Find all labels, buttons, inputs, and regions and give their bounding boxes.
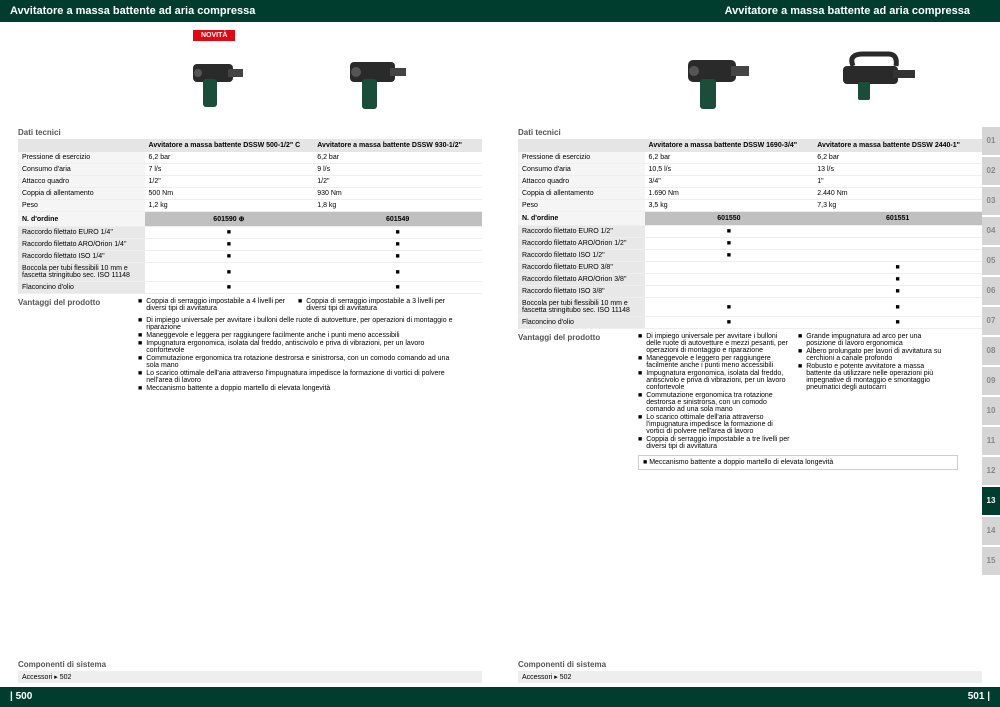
acc-label: Flaconcino d'olio <box>18 282 145 294</box>
spec-label: Coppia di allentamento <box>518 188 645 200</box>
footer-left: | 500 <box>0 687 500 707</box>
product-image-1 <box>178 44 258 114</box>
spec-value: 1,8 kg <box>313 200 482 212</box>
product-images-left <box>18 34 482 124</box>
bullet-item: ■Impugnatura ergonomica, isolata dal fre… <box>638 370 790 391</box>
vantaggi-label-right: Vantaggi del prodotto <box>518 333 638 451</box>
bullet-item: ■Robusto e potente avvitatore a massa ba… <box>798 363 950 391</box>
product-images-right <box>518 34 982 124</box>
tab-08[interactable]: 08 <box>982 337 1000 365</box>
spec-value: 1,2 kg <box>145 200 314 212</box>
spec-table-right: Avvitatore a massa battente DSSW 1690-3/… <box>518 139 982 329</box>
acc-label: Raccordo filettato EURO 1/4" <box>18 227 145 239</box>
acc-label: Raccordo filettato ISO 1/2" <box>518 250 645 262</box>
componenti-left: Componenti di sistema Accessori ▸ 502 <box>18 660 482 683</box>
spec-label: Attacco quadro <box>518 176 645 188</box>
acc-label: Flaconcino d'olio <box>518 317 645 329</box>
spec-value: 1/2" <box>145 176 314 188</box>
spec-label: Pressione di esercizio <box>518 152 645 164</box>
spec-value: 9 l/s <box>313 164 482 176</box>
bullet-item: ■Maneggevole e leggero per raggiungere f… <box>638 355 790 369</box>
spec-label: Consumo d'aria <box>518 164 645 176</box>
spec-value: 1" <box>813 176 982 188</box>
acc-label: Raccordo filettato ARO/Orion 3/8" <box>518 274 645 286</box>
tab-15[interactable]: 15 <box>982 547 1000 575</box>
bullet-item: ■Meccanismo battente a doppio martello d… <box>138 385 458 392</box>
tab-11[interactable]: 11 <box>982 427 1000 455</box>
bullet-item: ■Commutazione ergonomica tra rotazione d… <box>138 355 458 369</box>
spec-value: 2.440 Nm <box>813 188 982 200</box>
acc-label: Raccordo filettato EURO 1/2" <box>518 226 645 238</box>
tab-04[interactable]: 04 <box>982 217 1000 245</box>
product-image-4 <box>838 44 918 114</box>
spec-value: 6,2 bar <box>645 152 814 164</box>
tab-12[interactable]: 12 <box>982 457 1000 485</box>
spec-value: 500 Nm <box>145 188 314 200</box>
acc-label: Boccola per tubi flessibili 10 mm e fasc… <box>518 298 645 317</box>
spec-value: 6,2 bar <box>145 152 314 164</box>
accessori-link-left[interactable]: Accessori ▸ 502 <box>18 671 482 683</box>
tab-02[interactable]: 02 <box>982 157 1000 185</box>
mecc-box: ■ Meccanismo battente a doppio martello … <box>638 455 958 470</box>
section-tabs: 010203040506070809101112131415 <box>982 127 1000 577</box>
spec-value: 1/2" <box>313 176 482 188</box>
tab-14[interactable]: 14 <box>982 517 1000 545</box>
spec-value: 6,2 bar <box>813 152 982 164</box>
page-left: Avvitatore a massa battente ad aria comp… <box>0 0 500 707</box>
spec-value: 930 Nm <box>313 188 482 200</box>
spec-label: Attacco quadro <box>18 176 145 188</box>
acc-label: Raccordo filettato ARO/Orion 1/2" <box>518 238 645 250</box>
bullet-item: ■Lo scarico ottimale dell'aria attravers… <box>138 370 458 384</box>
tab-10[interactable]: 10 <box>982 397 1000 425</box>
spec-value: 13 l/s <box>813 164 982 176</box>
vantaggi-label-left: Vantaggi del prodotto <box>18 298 138 313</box>
tab-01[interactable]: 01 <box>982 127 1000 155</box>
bullet-item: ■Grande impugnatura ad arco per una posi… <box>798 333 950 347</box>
header-left: Avvitatore a massa battente ad aria comp… <box>0 0 500 22</box>
spec-value: 7 l/s <box>145 164 314 176</box>
spec-label: Peso <box>518 200 645 212</box>
bullet-item: ■Di impiego universale per avvitare i bu… <box>638 333 790 354</box>
spec-value: 3/4" <box>645 176 814 188</box>
bullet-item: ■Maneggevole e leggera per raggiungere f… <box>138 332 458 339</box>
tab-03[interactable]: 03 <box>982 187 1000 215</box>
header-right: Avvitatore a massa battente ad aria comp… <box>500 0 1000 22</box>
bullet-item: ■Commutazione ergonomica tra rotazione d… <box>638 392 790 413</box>
spec-value: 7,3 kg <box>813 200 982 212</box>
acc-label: Raccordo filettato EURO 3/8" <box>518 262 645 274</box>
tab-06[interactable]: 06 <box>982 277 1000 305</box>
bullet-item: ■Albero prolungato per lavori di avvitat… <box>798 348 950 362</box>
tab-05[interactable]: 05 <box>982 247 1000 275</box>
bullet-item: ■Impugnatura ergonomica, isolata dal fre… <box>138 340 458 354</box>
footer-right: 501 | <box>500 687 1000 707</box>
spec-value: 6,2 bar <box>313 152 482 164</box>
bullet-item: ■Coppia di serraggio impostabile a tre l… <box>638 436 790 450</box>
tab-13[interactable]: 13 <box>982 487 1000 515</box>
acc-label: Raccordo filettato ISO 3/8" <box>518 286 645 298</box>
bullet-item: ■Lo scarico ottimale dell'aria attravers… <box>638 414 790 435</box>
spec-value: 1.690 Nm <box>645 188 814 200</box>
dati-tecnici-label-r: Dati tecnici <box>518 128 982 137</box>
spec-label: Consumo d'aria <box>18 164 145 176</box>
bullet-item: ■Di impiego universale per avvitare i bu… <box>138 317 458 331</box>
spec-value: 10,5 l/s <box>645 164 814 176</box>
acc-label: Boccola per tubi flessibili 10 mm e fasc… <box>18 263 145 282</box>
tab-07[interactable]: 07 <box>982 307 1000 335</box>
spec-label: Peso <box>18 200 145 212</box>
spec-label: Pressione di esercizio <box>18 152 145 164</box>
componenti-right: Componenti di sistema Accessori ▸ 502 <box>518 660 982 683</box>
accessori-link-right[interactable]: Accessori ▸ 502 <box>518 671 982 683</box>
page-right: Avvitatore a massa battente ad aria comp… <box>500 0 1000 707</box>
acc-label: Raccordo filettato ISO 1/4" <box>18 251 145 263</box>
tab-09[interactable]: 09 <box>982 367 1000 395</box>
spec-value: 3,5 kg <box>645 200 814 212</box>
novita-badge: NOVITÀ <box>193 30 235 41</box>
product-image-2 <box>338 44 418 114</box>
spec-label: Coppia di allentamento <box>18 188 145 200</box>
acc-label: Raccordo filettato ARO/Orion 1/4" <box>18 239 145 251</box>
dati-tecnici-label: Dati tecnici <box>18 128 482 137</box>
product-image-3 <box>678 44 758 114</box>
spec-table-left: Avvitatore a massa battente DSSW 500-1/2… <box>18 139 482 294</box>
